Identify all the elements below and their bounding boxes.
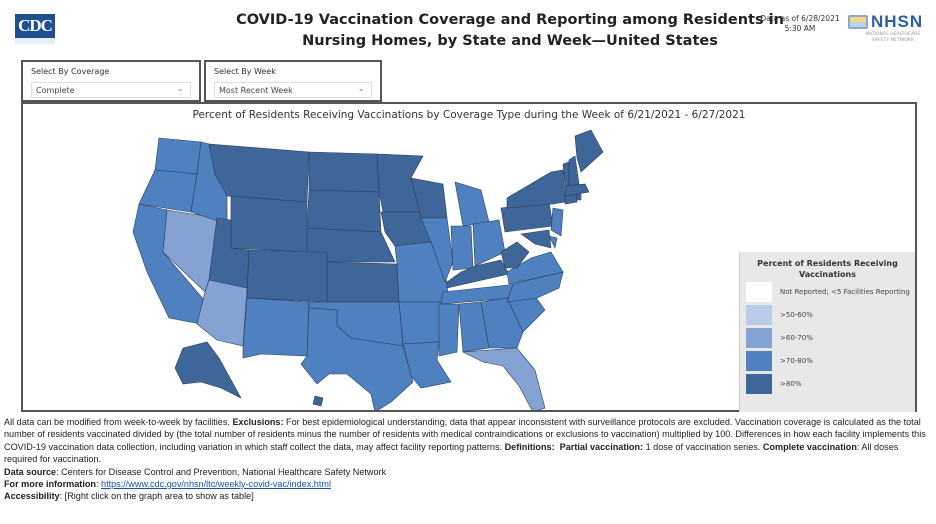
legend-swatch [746, 374, 772, 394]
footnote-methodology: All data can be modified from week-to-we… [4, 416, 929, 466]
map-title: Percent of Residents Receiving Vaccinati… [192, 109, 746, 121]
complete-vaccination-text: : All doses required for vaccination. [4, 441, 899, 465]
monitor-icon [848, 15, 868, 29]
legend-item[interactable]: Not Reported; <5 Facilities Reporting [746, 281, 915, 303]
legend-title: Percent of Residents Receiving Vaccinati… [740, 258, 915, 280]
nhsn-subtitle-1: NATIONAL HEALTHCARE [865, 32, 921, 37]
map-panel: Percent of Residents Receiving Vaccinati… [21, 102, 917, 412]
state-sd[interactable] [306, 189, 382, 233]
data-as-of-time: 5:30 AM [784, 24, 816, 33]
legend-item[interactable]: >70-80% [746, 350, 915, 372]
map-legend: Percent of Residents Receiving Vaccinati… [739, 252, 915, 412]
legend-swatch [746, 328, 772, 348]
more-info-label: For more information [4, 479, 96, 490]
week-dropdown-value: Most Recent Week [219, 86, 293, 95]
chevron-down-icon[interactable]: ⌄ [176, 84, 184, 94]
partial-vaccination-label: Partial vaccination: [559, 441, 644, 452]
state-wv[interactable] [500, 241, 530, 269]
legend-item[interactable]: >50-60% [746, 304, 915, 326]
state-il[interactable] [420, 217, 454, 283]
legend-swatch [746, 282, 772, 302]
state-mi[interactable] [454, 181, 490, 227]
legend-label: >60-70% [780, 334, 813, 342]
page-title-line1: COVID-19 Vaccination Coverage and Report… [236, 12, 784, 28]
page-title: COVID-19 Vaccination Coverage and Report… [230, 10, 790, 52]
accessibility-text: : [Right click on the graph area to show… [59, 491, 254, 502]
state-hi[interactable] [312, 395, 324, 407]
legend-swatch [746, 305, 772, 325]
definitions-label: Definitions: [504, 441, 555, 452]
footnote-accessibility: Accessibility: [Right click on the graph… [4, 490, 929, 502]
data-as-of: Data as of 6/28/2021 5:30 AM [760, 14, 840, 34]
state-ri[interactable] [576, 193, 582, 201]
footnote-text: For best epidemiological understanding, … [4, 417, 926, 452]
footnote-text: All data can be modified from week-to-we… [4, 417, 233, 427]
state-fl[interactable] [461, 347, 546, 410]
state-in[interactable] [450, 225, 474, 271]
accessibility-label: Accessibility [4, 491, 60, 502]
footnote-data-source: Data source: Centers for Disease Control… [4, 466, 929, 478]
legend-label: >80% [780, 380, 802, 388]
state-ga[interactable] [480, 297, 524, 349]
legend-title-line2: Vaccinations [799, 270, 856, 279]
data-source-text: : Centers for Disease Control and Preven… [56, 466, 387, 477]
state-de[interactable] [548, 235, 558, 249]
state-oh[interactable] [472, 219, 506, 267]
legend-title-line1: Percent of Residents Receiving [757, 259, 898, 268]
state-az[interactable] [196, 279, 248, 347]
legend-item[interactable]: >80% [746, 373, 915, 395]
state-wy[interactable] [230, 195, 308, 253]
footnote-more-info: For more information: https://www.cdc.go… [4, 478, 929, 490]
coverage-filter: Select By Coverage Complete ⌄ [21, 60, 201, 102]
legend-item[interactable]: >60-70% [746, 327, 915, 349]
cdc-logo: CDC [15, 14, 55, 44]
chevron-down-icon[interactable]: ⌄ [357, 84, 365, 94]
data-source-label: Data source [4, 466, 57, 477]
state-wa[interactable] [154, 137, 202, 175]
us-choropleth-map[interactable] [23, 104, 915, 410]
partial-vaccination-text: 1 dose of vaccination series. [643, 441, 763, 452]
legend-swatch [746, 351, 772, 371]
more-info-link[interactable]: https://www.cdc.gov/nhsn/ltc/weekly-covi… [101, 479, 331, 490]
coverage-dropdown[interactable]: Complete ⌄ [31, 82, 191, 98]
week-dropdown[interactable]: Most Recent Week ⌄ [214, 82, 372, 98]
state-me[interactable] [574, 129, 604, 173]
state-nd[interactable] [308, 151, 380, 193]
state-ms[interactable] [438, 303, 460, 357]
footnotes: All data can be modified from week-to-we… [4, 416, 929, 503]
state-nh[interactable] [568, 155, 580, 187]
state-ny[interactable] [506, 169, 566, 209]
coverage-dropdown-value: Complete [36, 86, 75, 95]
legend-label: Not Reported; <5 Facilities Reporting [780, 288, 910, 296]
state-ks[interactable] [326, 261, 400, 303]
state-ky[interactable] [446, 259, 510, 289]
data-as-of-date: Data as of 6/28/2021 [760, 14, 840, 23]
state-ak[interactable] [174, 341, 242, 399]
state-tx[interactable] [300, 307, 414, 410]
state-ma[interactable] [564, 183, 590, 197]
exclusions-label: Exclusions: [232, 417, 284, 427]
legend-label: >70-80% [780, 357, 813, 365]
separator: : [95, 479, 102, 490]
week-filter-label: Select By Week [214, 67, 276, 76]
state-nm[interactable] [242, 297, 310, 359]
legend-label: >50-60% [780, 311, 813, 319]
coverage-filter-label: Select By Coverage [31, 67, 110, 76]
state-co[interactable] [246, 249, 328, 303]
nhsn-logo-text: NHSN [871, 12, 924, 31]
state-nj[interactable] [550, 207, 564, 237]
complete-vaccination-label: Complete vaccination [762, 441, 857, 452]
nhsn-subtitle-2: SAFETY NETWORK [871, 38, 915, 43]
state-md[interactable] [520, 229, 552, 249]
state-va[interactable] [506, 251, 564, 285]
nhsn-logo: NHSN NATIONAL HEALTHCARE SAFETY NETWORK [848, 12, 928, 44]
page-title-line2: Nursing Homes, by State and Week—United … [302, 33, 718, 49]
state-ar[interactable] [398, 301, 444, 345]
week-filter: Select By Week Most Recent Week ⌄ [204, 60, 382, 102]
